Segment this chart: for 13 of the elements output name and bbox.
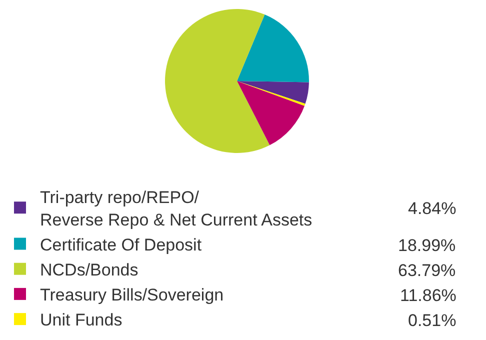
- legend-label: Unit Funds: [40, 310, 122, 330]
- pie-slice: [237, 14, 309, 82]
- data-label: 18.99%: [398, 236, 456, 255]
- pie-slice: [237, 81, 305, 146]
- data-label: 4.84%: [408, 199, 456, 218]
- data-label: 0.51%: [408, 311, 456, 330]
- legend-label: Certificate Of Deposit: [40, 235, 202, 254]
- legend-label: Treasury Bills/Sovereign: [40, 286, 224, 305]
- data-label: 11.86%: [400, 286, 456, 305]
- data-label: 63.79%: [398, 261, 456, 280]
- legend-label: NCDs/Bonds: [40, 260, 138, 280]
- pie-slice: [165, 9, 270, 153]
- legend-label: Tri-party repo/REPO/ Reverse Repo & Net Current Assets: [40, 188, 312, 230]
